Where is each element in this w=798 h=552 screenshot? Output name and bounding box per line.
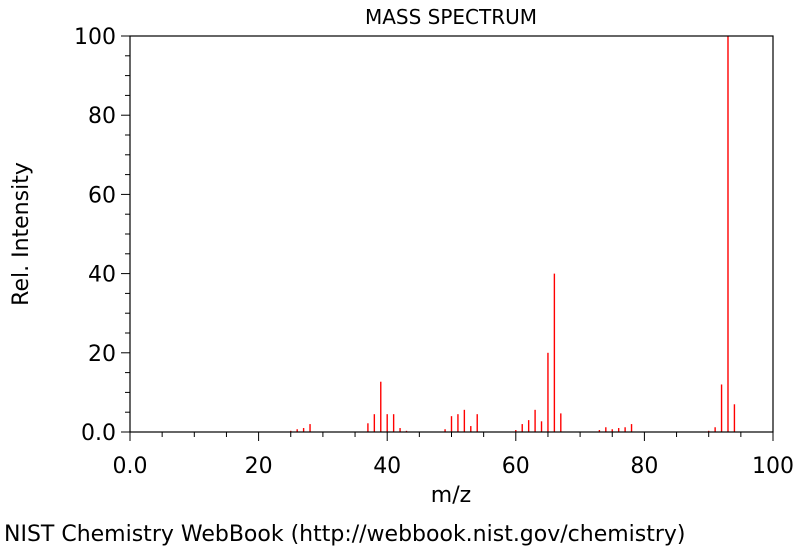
x-axis-ticks: 0.0 20 40 60 80 100 [113, 432, 794, 479]
source-footer: NIST Chemistry WebBook (http://webbook.n… [4, 522, 686, 547]
x-tick-label: 100 [752, 454, 794, 479]
y-tick-label: 40 [88, 263, 116, 288]
y-tick-label: 60 [88, 183, 116, 208]
y-axis-ticks: 0.0 20 40 60 80 100 [74, 25, 130, 446]
y-tick-label: 20 [88, 342, 116, 367]
x-tick-label: 60 [502, 454, 530, 479]
y-tick-label: 0.0 [81, 421, 116, 446]
x-tick-label: 20 [245, 454, 273, 479]
chart-title: MASS SPECTRUM [365, 5, 537, 29]
plot-frame [129, 35, 774, 433]
y-tick-label: 80 [88, 104, 116, 129]
x-tick-label: 0.0 [113, 454, 148, 479]
peaks-group [290, 36, 736, 432]
x-tick-label: 40 [373, 454, 401, 479]
x-tick-label: 80 [630, 454, 658, 479]
y-axis-label: Rel. Intensity [9, 162, 34, 306]
y-tick-label: 100 [74, 25, 116, 50]
x-axis-label: m/z [431, 483, 471, 508]
